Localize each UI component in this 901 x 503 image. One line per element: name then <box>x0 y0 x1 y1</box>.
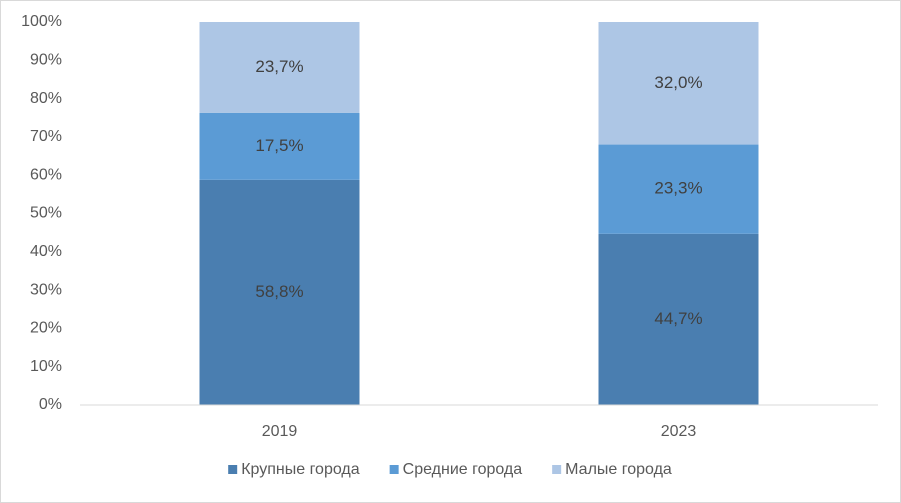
x-tick-label: 2023 <box>661 423 697 440</box>
bar-segment <box>598 233 759 405</box>
y-tick-label: 100% <box>21 13 62 30</box>
y-tick-label: 30% <box>30 281 62 298</box>
legend-swatch <box>552 465 562 474</box>
value-label: 23,7% <box>255 57 303 76</box>
bar-segment <box>199 112 360 180</box>
y-tick-label: 60% <box>30 166 62 183</box>
legend-label: Малые города <box>565 461 672 478</box>
legend-label: Крупные города <box>241 461 360 478</box>
y-tick-label: 80% <box>30 90 62 107</box>
legend-label: Средние города <box>403 461 523 478</box>
y-tick-label: 20% <box>30 320 62 337</box>
value-label: 23,3% <box>654 179 702 198</box>
y-tick-label: 0% <box>39 396 62 413</box>
value-label: 44,7% <box>654 309 702 328</box>
x-tick-label: 2019 <box>262 423 298 440</box>
bar-segment <box>199 179 360 405</box>
legend-swatch <box>228 465 238 474</box>
legend-swatch <box>389 465 399 474</box>
y-tick-label: 50% <box>30 205 62 222</box>
value-label: 58,8% <box>255 282 303 301</box>
y-tick-label: 70% <box>30 128 62 145</box>
bar-segment <box>598 144 759 234</box>
y-tick-label: 40% <box>30 243 62 260</box>
bar-segment <box>199 22 360 113</box>
y-tick-label: 90% <box>30 52 62 69</box>
bar-segment <box>598 22 759 145</box>
value-label: 17,5% <box>255 136 303 155</box>
y-tick-label: 10% <box>30 358 62 375</box>
value-label: 32,0% <box>654 73 702 92</box>
